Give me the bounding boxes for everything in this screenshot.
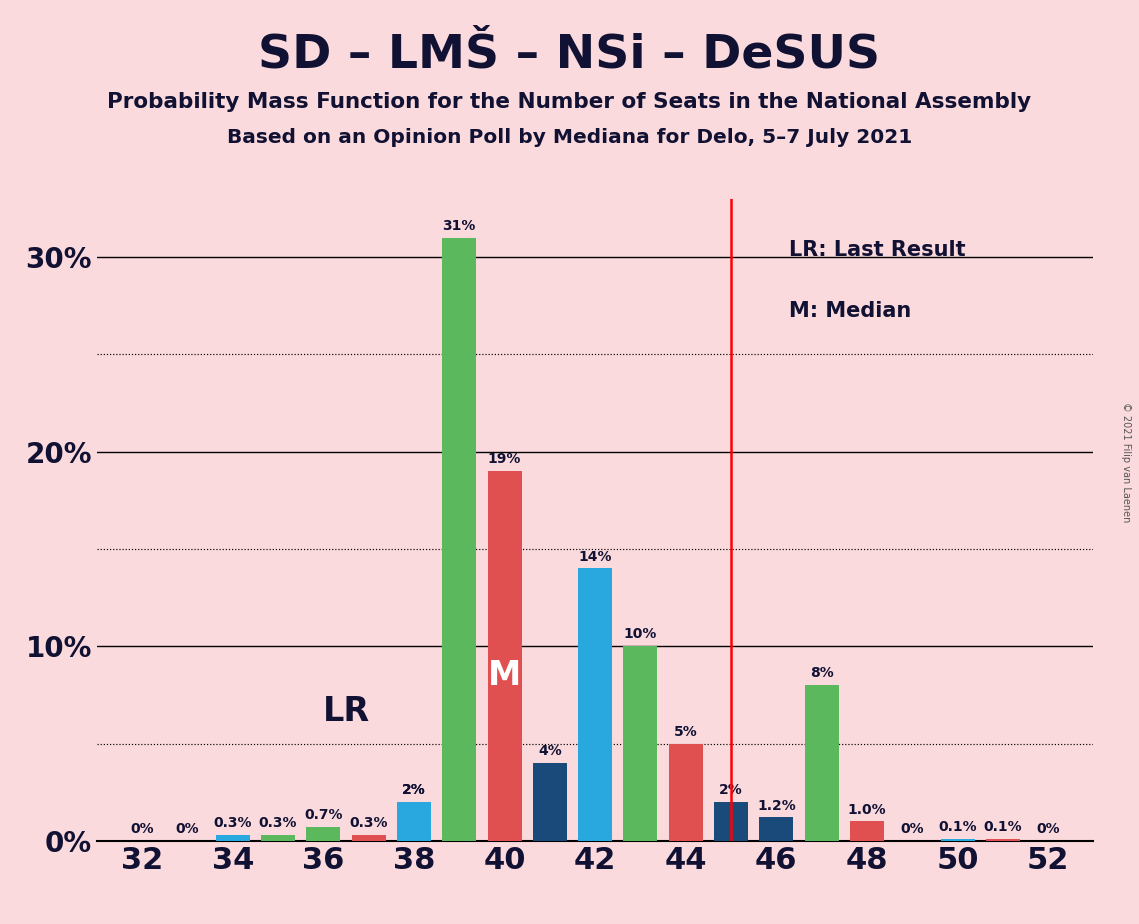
Bar bbox=[579, 568, 612, 841]
Bar bbox=[487, 471, 522, 841]
Text: 1.0%: 1.0% bbox=[847, 803, 886, 817]
Text: 0%: 0% bbox=[901, 822, 924, 836]
Text: M: M bbox=[487, 659, 522, 692]
Text: 0%: 0% bbox=[1036, 822, 1060, 836]
Text: 2%: 2% bbox=[402, 783, 426, 797]
Text: 0.7%: 0.7% bbox=[304, 808, 343, 822]
Bar bbox=[261, 835, 295, 841]
Text: 0.3%: 0.3% bbox=[350, 816, 388, 830]
Text: 1.2%: 1.2% bbox=[757, 798, 796, 812]
Text: 2%: 2% bbox=[402, 783, 426, 797]
Text: 0%: 0% bbox=[130, 822, 154, 836]
Bar bbox=[396, 802, 431, 841]
Text: Based on an Opinion Poll by Mediana for Delo, 5–7 July 2021: Based on an Opinion Poll by Mediana for … bbox=[227, 128, 912, 147]
Text: 0.3%: 0.3% bbox=[213, 816, 252, 830]
Bar bbox=[352, 835, 386, 841]
Text: M: Median: M: Median bbox=[789, 301, 911, 322]
Text: 31%: 31% bbox=[443, 219, 476, 233]
Text: 4%: 4% bbox=[538, 744, 562, 758]
Bar bbox=[804, 686, 838, 841]
Bar bbox=[714, 802, 748, 841]
Text: LR: Last Result: LR: Last Result bbox=[789, 240, 966, 261]
Text: 2%: 2% bbox=[719, 783, 743, 797]
Bar bbox=[215, 835, 249, 841]
Text: Probability Mass Function for the Number of Seats in the National Assembly: Probability Mass Function for the Number… bbox=[107, 92, 1032, 113]
Text: 0%: 0% bbox=[175, 822, 199, 836]
Text: 0.1%: 0.1% bbox=[983, 820, 1022, 834]
Text: SD – LMŠ – NSi – DeSUS: SD – LMŠ – NSi – DeSUS bbox=[259, 32, 880, 78]
Text: 14%: 14% bbox=[579, 550, 612, 564]
Text: 8%: 8% bbox=[810, 666, 834, 680]
Bar bbox=[623, 646, 657, 841]
Text: LR: LR bbox=[322, 695, 369, 728]
Bar bbox=[442, 237, 476, 841]
Bar bbox=[941, 839, 975, 841]
Text: 0.3%: 0.3% bbox=[259, 816, 297, 830]
Text: 10%: 10% bbox=[624, 627, 657, 641]
Bar bbox=[986, 839, 1019, 841]
Text: © 2021 Filip van Laenen: © 2021 Filip van Laenen bbox=[1122, 402, 1131, 522]
Bar bbox=[760, 818, 794, 841]
Text: 19%: 19% bbox=[487, 452, 522, 467]
Bar bbox=[533, 763, 567, 841]
Bar bbox=[669, 744, 703, 841]
Text: 0.1%: 0.1% bbox=[939, 820, 977, 834]
Bar bbox=[850, 821, 884, 841]
Bar bbox=[396, 802, 431, 841]
Bar bbox=[306, 827, 341, 841]
Text: 5%: 5% bbox=[674, 724, 697, 738]
